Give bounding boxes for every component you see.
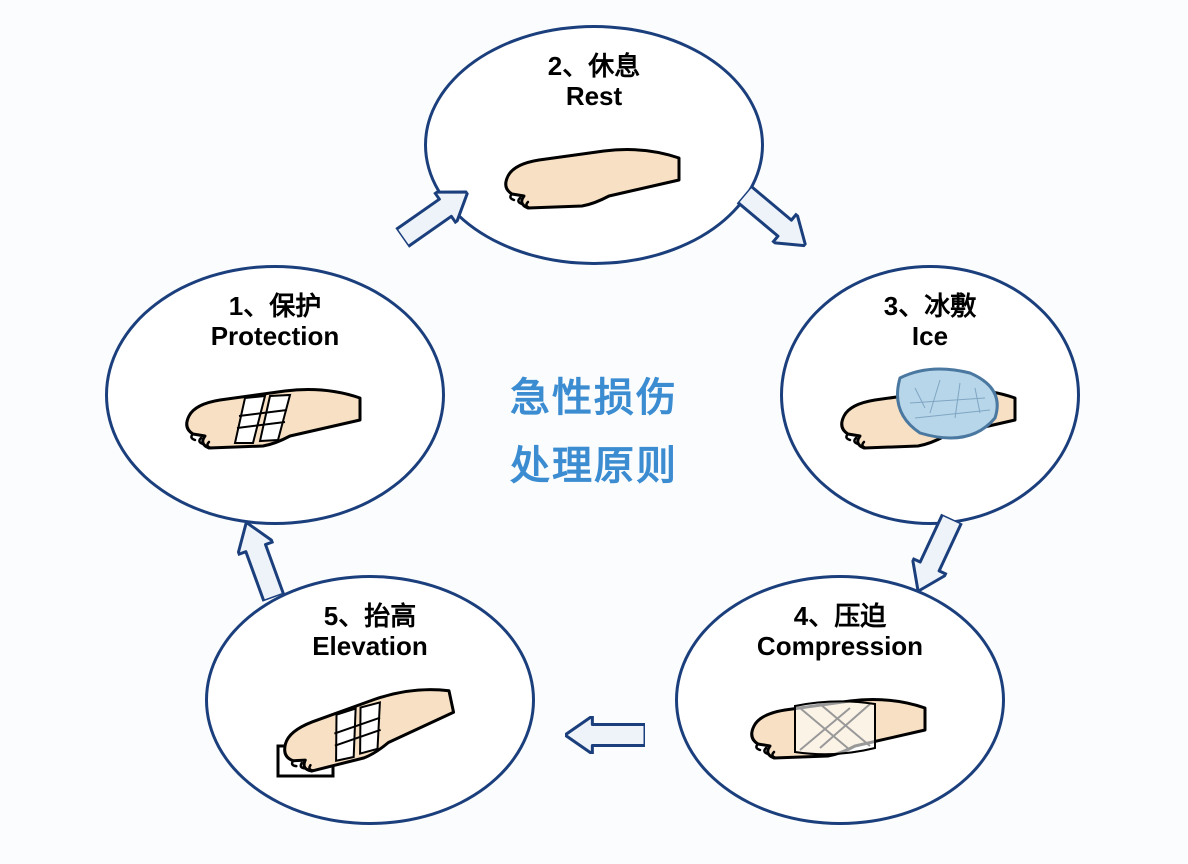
arrow-n4-n5 bbox=[565, 716, 645, 754]
elevation-icon bbox=[270, 668, 470, 783]
node-label-en: Compression bbox=[757, 631, 923, 662]
node-label-en: Rest bbox=[566, 81, 622, 112]
ellipse: 1、保护Protection bbox=[105, 265, 445, 525]
rest-icon bbox=[494, 118, 694, 218]
compression-icon bbox=[740, 668, 940, 768]
node-elevation: 5、抬高Elevation bbox=[205, 575, 535, 825]
ellipse: 3、冰敷Ice bbox=[780, 265, 1080, 525]
node-compression: 4、压迫Compression bbox=[675, 575, 1005, 825]
node-label-cn: 2、休息 bbox=[548, 46, 640, 83]
center-title: 急性损伤 处理原则 bbox=[510, 364, 678, 500]
ellipse: 4、压迫Compression bbox=[675, 575, 1005, 825]
protection-icon bbox=[175, 358, 375, 458]
node-rest: 2、休息Rest bbox=[424, 25, 764, 265]
center-title-line2: 处理原则 bbox=[510, 432, 678, 500]
arrow-icon bbox=[565, 716, 645, 754]
node-protection: 1、保护Protection bbox=[105, 265, 445, 525]
node-label-cn: 3、冰敷 bbox=[884, 286, 976, 323]
node-label-cn: 1、保护 bbox=[229, 286, 321, 323]
ice-icon bbox=[830, 358, 1030, 458]
node-label-en: Ice bbox=[912, 321, 948, 352]
node-label-en: Protection bbox=[211, 321, 340, 352]
node-ice: 3、冰敷Ice bbox=[780, 265, 1080, 525]
node-label-cn: 4、压迫 bbox=[794, 596, 886, 633]
ellipse: 5、抬高Elevation bbox=[205, 575, 535, 825]
ellipse: 2、休息Rest bbox=[424, 25, 764, 265]
node-label-en: Elevation bbox=[312, 631, 428, 662]
node-label-cn: 5、抬高 bbox=[324, 596, 416, 633]
center-title-line1: 急性损伤 bbox=[510, 364, 678, 432]
